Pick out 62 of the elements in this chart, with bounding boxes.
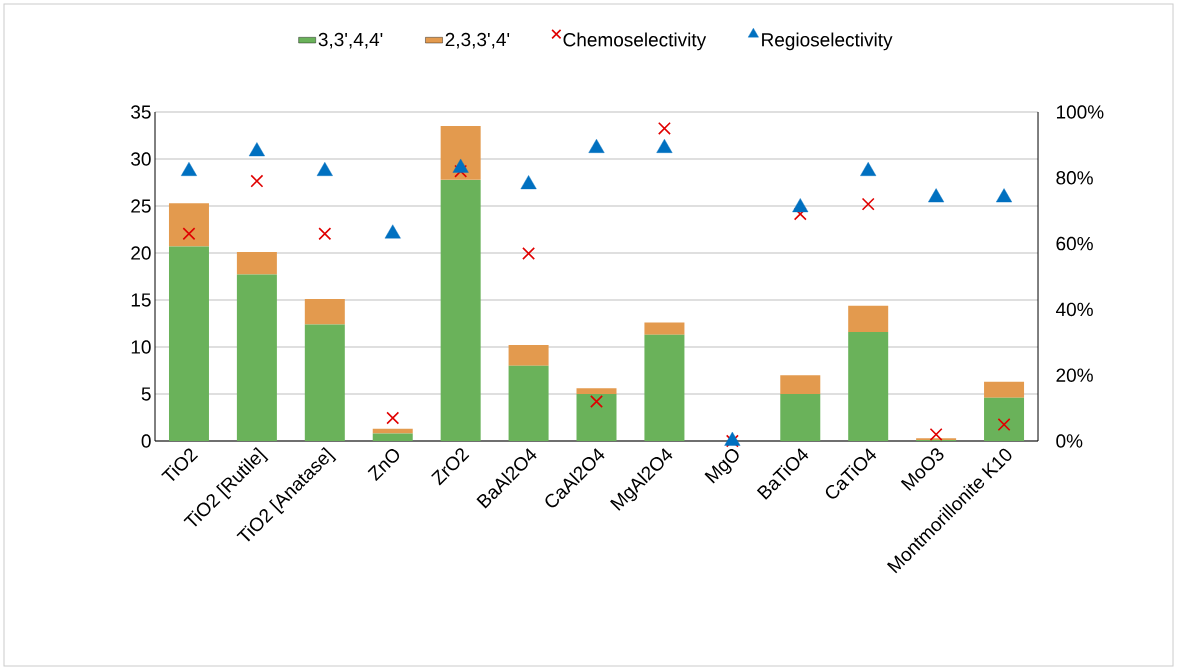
point bbox=[520, 175, 537, 190]
bar bbox=[236, 274, 277, 441]
point bbox=[590, 395, 603, 408]
y-tick-label: 0 bbox=[141, 434, 151, 448]
point bbox=[250, 174, 264, 188]
x-tick-label: ZnO bbox=[367, 449, 400, 482]
point bbox=[384, 224, 401, 239]
point bbox=[386, 411, 400, 425]
legend-label: 3,3',4,4' bbox=[318, 32, 383, 49]
bar bbox=[372, 433, 413, 441]
bar bbox=[508, 365, 549, 441]
y2-tick-label: 20% bbox=[1056, 368, 1093, 382]
y2-tick-label: 80% bbox=[1056, 171, 1093, 185]
point bbox=[657, 121, 671, 135]
bar bbox=[644, 334, 685, 441]
bar bbox=[576, 388, 617, 394]
bar bbox=[848, 305, 889, 332]
y2-tick-label: 0% bbox=[1056, 434, 1083, 448]
y-tick-label: 20 bbox=[131, 246, 151, 260]
point bbox=[928, 188, 945, 203]
point bbox=[792, 198, 809, 213]
y-tick-label: 30 bbox=[131, 152, 151, 166]
point bbox=[588, 138, 605, 153]
bar bbox=[168, 203, 209, 247]
bar bbox=[508, 345, 549, 366]
legend-label: Chemoselectivity bbox=[563, 32, 707, 51]
bar bbox=[236, 252, 277, 275]
y-tick-label: 35 bbox=[131, 105, 151, 119]
y-tick-label: 15 bbox=[131, 293, 151, 307]
point bbox=[454, 164, 468, 178]
y-tick-label: 10 bbox=[131, 340, 151, 354]
bar bbox=[984, 397, 1025, 441]
bar bbox=[168, 246, 209, 441]
bar bbox=[304, 299, 345, 325]
y2-tick-label: 100% bbox=[1056, 105, 1104, 119]
y-tick-label: 5 bbox=[141, 387, 151, 401]
point bbox=[861, 197, 875, 211]
point bbox=[860, 162, 877, 176]
point bbox=[996, 188, 1013, 203]
legend-label: 2,3,3',4' bbox=[445, 32, 510, 49]
legend-label: Regioselectivity bbox=[762, 32, 893, 51]
y-tick-label: 25 bbox=[131, 199, 151, 213]
point bbox=[656, 138, 673, 153]
bar bbox=[576, 394, 617, 441]
bar bbox=[440, 126, 481, 180]
bar bbox=[984, 381, 1025, 398]
bar bbox=[780, 375, 821, 394]
point bbox=[316, 162, 333, 176]
bar bbox=[644, 322, 685, 335]
point bbox=[318, 227, 332, 241]
point bbox=[248, 142, 265, 157]
point bbox=[182, 227, 196, 241]
bar bbox=[304, 324, 345, 441]
point bbox=[929, 427, 943, 441]
y2-tick-label: 40% bbox=[1055, 302, 1093, 317]
y2-tick-label: 60% bbox=[1056, 236, 1093, 251]
bar bbox=[440, 179, 481, 441]
bar bbox=[848, 331, 889, 441]
point bbox=[452, 158, 469, 173]
bar bbox=[780, 394, 821, 441]
point bbox=[522, 247, 536, 260]
point bbox=[180, 162, 197, 176]
